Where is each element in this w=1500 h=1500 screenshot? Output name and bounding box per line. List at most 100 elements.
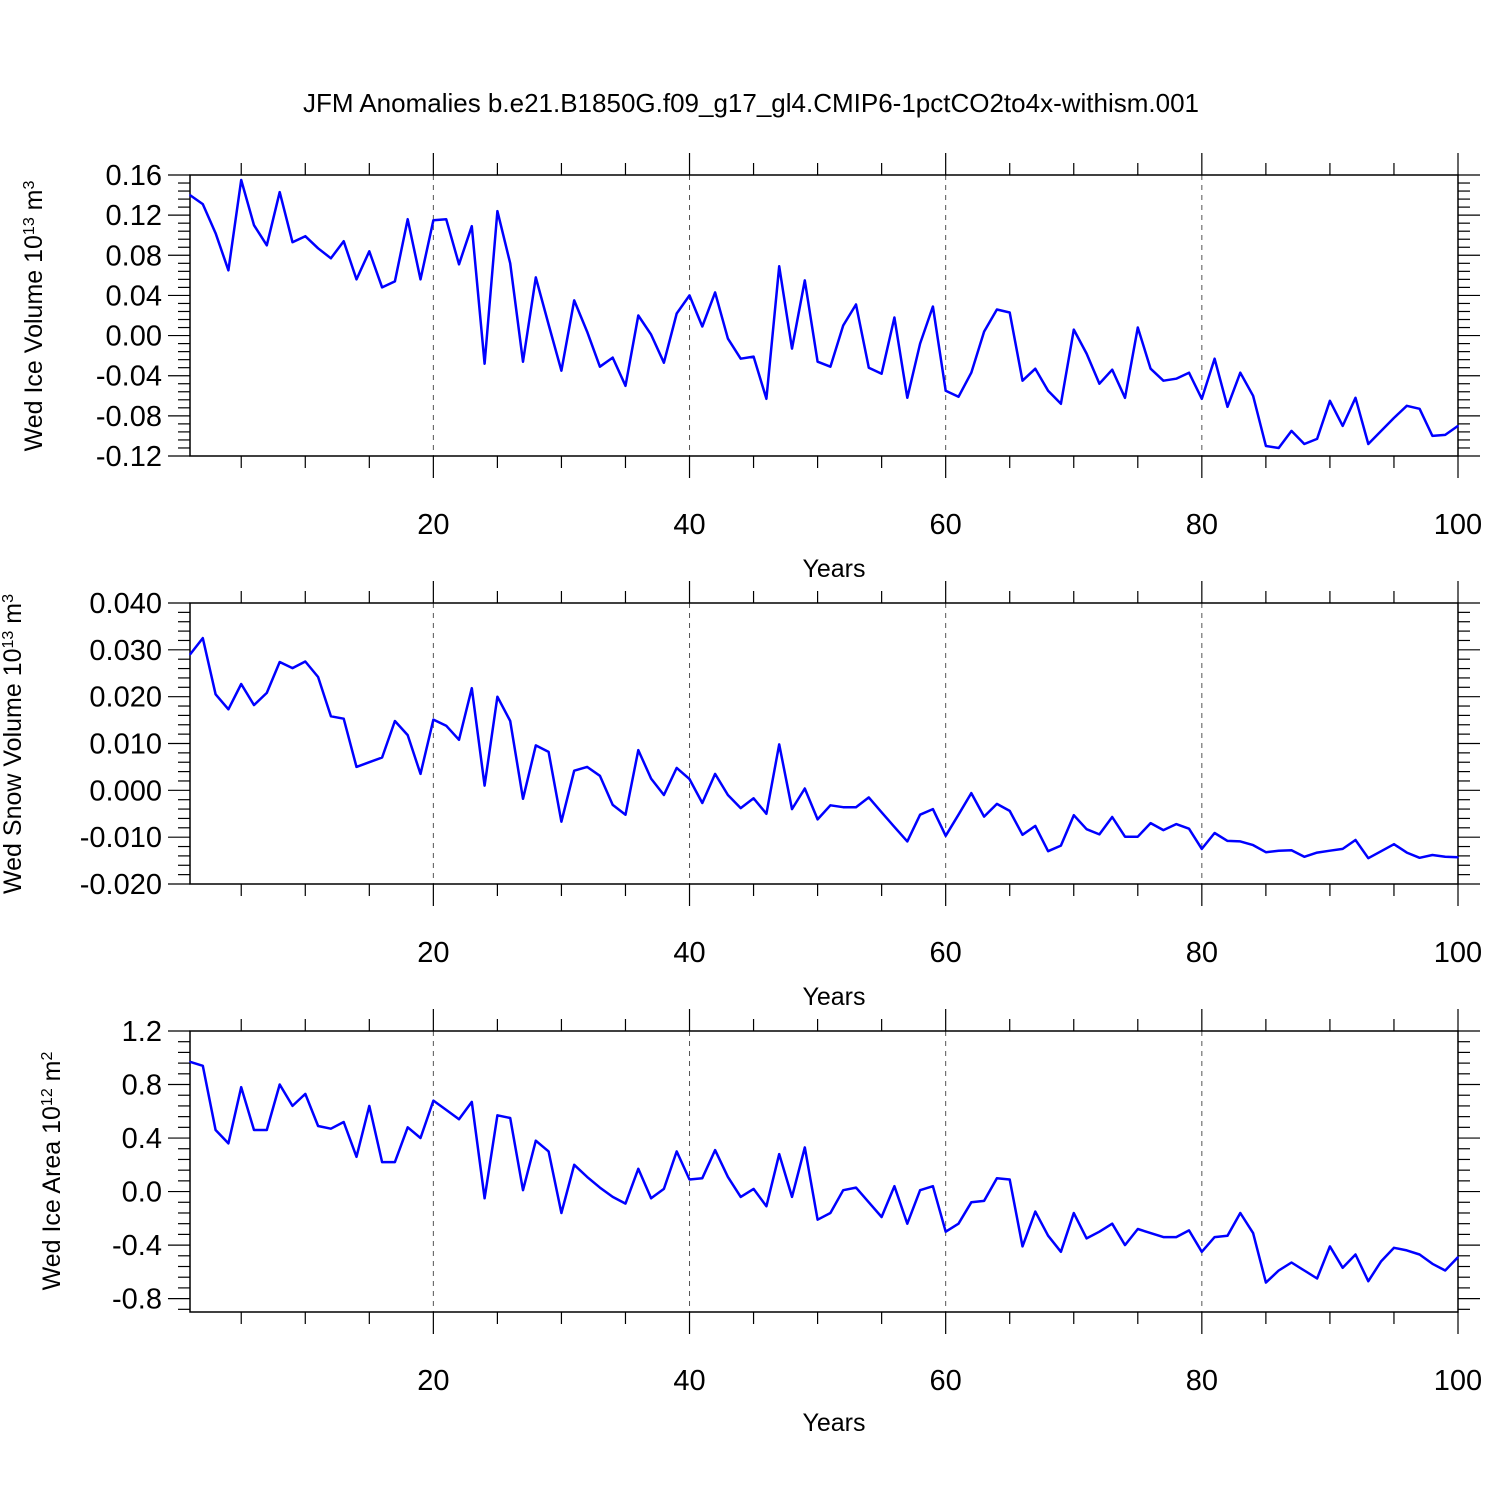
- data-point: [611, 356, 614, 359]
- data-point: [214, 1129, 217, 1131]
- data-point: [509, 720, 512, 722]
- data-point: [637, 314, 640, 317]
- data-point: [1239, 371, 1242, 374]
- y-tick-label: 0.040: [89, 588, 162, 620]
- data-point: [1175, 823, 1178, 825]
- data-point: [803, 279, 806, 282]
- data-point: [996, 803, 998, 805]
- data-point: [406, 1126, 409, 1129]
- data-point: [1277, 849, 1280, 852]
- x-tick-label: 80: [1186, 1365, 1218, 1397]
- data-point: [1149, 367, 1152, 370]
- data-point: [663, 361, 665, 364]
- data-point: [1226, 1234, 1229, 1237]
- x-tick-label: 40: [673, 1365, 705, 1397]
- y-tick-label: 0.010: [89, 729, 162, 761]
- data-point: [739, 357, 742, 360]
- data-point: [778, 743, 780, 746]
- data-point: [1431, 435, 1434, 437]
- data-point: [1034, 367, 1037, 370]
- x-tick-label: 20: [417, 509, 449, 541]
- data-point: [944, 389, 947, 392]
- y-axis-label: Wed Snow Volume 1013 m3: [0, 594, 27, 894]
- data-point: [1021, 834, 1024, 836]
- data-point: [483, 1197, 486, 1200]
- data-point: [1213, 357, 1216, 360]
- data-point: [445, 724, 447, 727]
- data-point: [983, 815, 985, 818]
- data-point: [868, 1201, 870, 1204]
- data-point: [547, 323, 550, 326]
- data-point: [496, 1114, 499, 1117]
- data-point: [1277, 447, 1280, 449]
- plot-frame: [189, 1030, 1459, 1313]
- data-point: [1136, 326, 1139, 329]
- data-point: [214, 232, 217, 235]
- data-point: [752, 797, 755, 800]
- data-point: [1201, 848, 1203, 850]
- data-point: [278, 1083, 281, 1086]
- data-point: [317, 676, 319, 678]
- data-point: [1021, 1245, 1024, 1248]
- data-point: [470, 225, 473, 227]
- data-point: [304, 660, 307, 663]
- data-point: [560, 1212, 563, 1214]
- data-point: [983, 330, 985, 333]
- data-point: [675, 1150, 678, 1153]
- data-point: [1354, 839, 1357, 841]
- data-point: [868, 366, 870, 369]
- data-point: [1226, 840, 1229, 842]
- data-point: [752, 1188, 755, 1190]
- y-tick-label: -0.12: [96, 441, 162, 473]
- data-point: [906, 1222, 909, 1225]
- data-point: [317, 1125, 319, 1127]
- data-point: [509, 1117, 512, 1119]
- data-point: [906, 840, 909, 843]
- data-point: [765, 1205, 768, 1208]
- data-point: [419, 1137, 422, 1139]
- data-point: [944, 1230, 947, 1233]
- data-point: [1085, 352, 1088, 355]
- data-point: [1124, 1244, 1126, 1246]
- data-point: [1393, 417, 1395, 419]
- data-point: [599, 365, 601, 368]
- data-point: [406, 218, 409, 220]
- data-point: [227, 708, 230, 711]
- y-tick-label: -0.04: [96, 361, 162, 393]
- data-point: [1380, 1260, 1382, 1262]
- data-point: [842, 806, 845, 808]
- data-point: [1226, 406, 1229, 408]
- data-point: [227, 269, 230, 272]
- y-tick-label: 0.08: [106, 240, 162, 272]
- data-point: [522, 797, 524, 800]
- data-point: [355, 278, 358, 281]
- data-point: [701, 802, 704, 804]
- data-point: [688, 778, 691, 780]
- data-point: [535, 1139, 537, 1142]
- y-tick-label: -0.020: [80, 869, 162, 901]
- data-point: [739, 1196, 742, 1198]
- data-point: [419, 773, 422, 775]
- data-point: [1201, 1250, 1203, 1253]
- x-tick-label: 100: [1434, 937, 1482, 969]
- data-point: [253, 1129, 255, 1131]
- data-point: [1444, 434, 1446, 436]
- data-point: [1008, 311, 1011, 314]
- data-point: [816, 1218, 819, 1221]
- data-point: [432, 718, 435, 721]
- data-point: [765, 812, 768, 815]
- data-point: [893, 316, 896, 319]
- data-point: [970, 792, 973, 794]
- data-point: [957, 395, 960, 398]
- y-tick-label: 0.00: [106, 321, 162, 353]
- data-point: [1034, 825, 1037, 827]
- data-point: [1354, 396, 1357, 399]
- data-point: [624, 813, 627, 816]
- data-point: [983, 1200, 985, 1202]
- data-point: [752, 355, 755, 358]
- data-point: [675, 767, 678, 769]
- data-point: [829, 804, 832, 807]
- plot-frame: [189, 602, 1459, 885]
- data-point: [675, 312, 678, 315]
- data-point: [560, 820, 563, 823]
